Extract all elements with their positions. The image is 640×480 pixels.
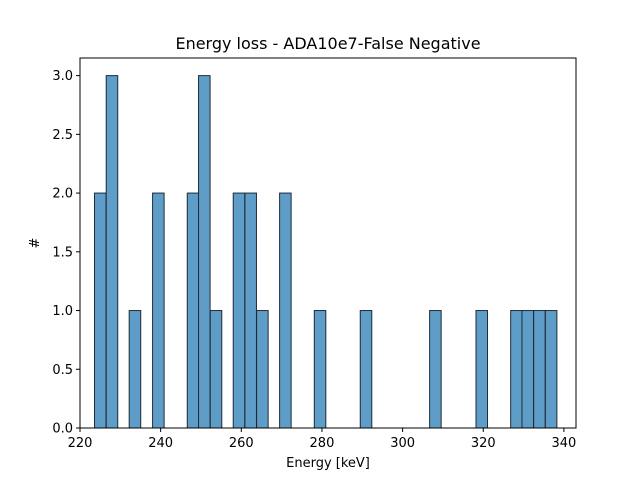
y-tick-label: 2.0 <box>52 187 73 202</box>
histogram-bar-9 <box>256 310 269 429</box>
x-tick-label: 280 <box>310 436 335 451</box>
y-tick-label: 2.5 <box>52 128 73 143</box>
histogram-bar-16 <box>521 310 534 429</box>
histogram-bar-7 <box>232 192 246 429</box>
histogram-bar-10 <box>279 192 292 429</box>
x-axis-ticks: 220 240 260 280 300 320 340 <box>68 428 576 451</box>
histogram-bar-2 <box>128 310 142 429</box>
y-axis-label: # <box>28 238 43 249</box>
bars-group <box>94 75 558 429</box>
histogram-bar-13 <box>429 310 442 429</box>
histogram-bar-12 <box>359 310 373 429</box>
y-tick-label: 3.0 <box>52 69 73 84</box>
histogram-bar-6 <box>209 310 223 429</box>
plot-frame <box>79 57 577 429</box>
histogram-bar-17 <box>533 310 546 429</box>
histogram-bar-8 <box>244 192 257 429</box>
y-axis-ticks: 0.0 0.5 1.0 1.5 2.0 2.5 3.0 <box>52 69 80 437</box>
histogram-bar-18 <box>544 310 558 429</box>
histogram-bar-15 <box>510 310 523 429</box>
x-tick-label: 220 <box>68 436 93 451</box>
histogram-bar-11 <box>313 310 327 429</box>
chart-title: Energy loss - ADA10e7-False Negative <box>175 34 480 53</box>
x-tick-label: 240 <box>148 436 173 451</box>
y-tick-label: 1.0 <box>52 304 73 319</box>
histogram-bar-14 <box>475 310 489 429</box>
y-tick-label: 1.5 <box>52 245 73 260</box>
x-axis-label: Energy [keV] <box>286 456 370 471</box>
y-tick-label: 0.5 <box>52 363 73 378</box>
x-tick-label: 340 <box>551 436 576 451</box>
x-tick-label: 300 <box>390 436 415 451</box>
x-tick-label: 260 <box>229 436 254 451</box>
y-tick-label: 0.0 <box>52 422 73 437</box>
histogram-bar-0 <box>94 192 107 429</box>
histogram-bar-5 <box>198 75 211 429</box>
histogram-bar-3 <box>152 192 165 429</box>
histogram-bar-1 <box>105 75 119 429</box>
x-tick-label: 320 <box>471 436 496 451</box>
histogram-bar-4 <box>186 192 200 429</box>
